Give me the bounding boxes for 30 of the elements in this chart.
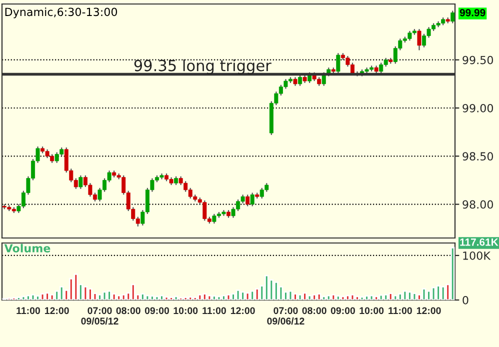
y-tick-label: 99.00 [462, 104, 494, 112]
candlestick [246, 194, 250, 207]
x-tick-label: 08:00 [116, 307, 140, 314]
candlestick [336, 52, 340, 74]
text: 99.99 [460, 8, 486, 16]
candlestick [417, 28, 422, 51]
x-tick-label: 10:00 [360, 307, 384, 314]
x-tick-label: 09:00 [144, 307, 170, 314]
candlestick [250, 192, 254, 207]
x-tick-label: 11:00 [16, 307, 40, 314]
x-tick-label: 10:00 [174, 307, 198, 314]
x-tick-label: 11:00 [388, 307, 412, 314]
x-tick-label: 12:00 [45, 307, 69, 314]
candlestick [450, 10, 455, 24]
y-tick-label: 98.50 [462, 152, 494, 161]
x-tick-label: 08:00 [302, 307, 326, 314]
ref-line-label: 99.35 long trigger [134, 60, 272, 74]
candlestick [298, 74, 302, 86]
chart-title: Volume [4, 244, 50, 252]
x-tick-label: 12:00 [416, 307, 441, 314]
chart-title: Dynamic,6:30-13:00 [5, 8, 118, 18]
y-tick-label: 99.50 [462, 56, 494, 64]
y-tick-label: 98.00 [462, 200, 494, 209]
y-tick-label: 100K [463, 251, 491, 260]
text: 117.61K [460, 238, 498, 246]
y-tick-label: 0 [462, 296, 468, 304]
x-tick-label: 12:00 [230, 307, 255, 314]
x-tick-label: 11:00 [202, 307, 226, 314]
candlestick [78, 174, 83, 190]
x-tick-label: 09:00 [330, 307, 355, 314]
